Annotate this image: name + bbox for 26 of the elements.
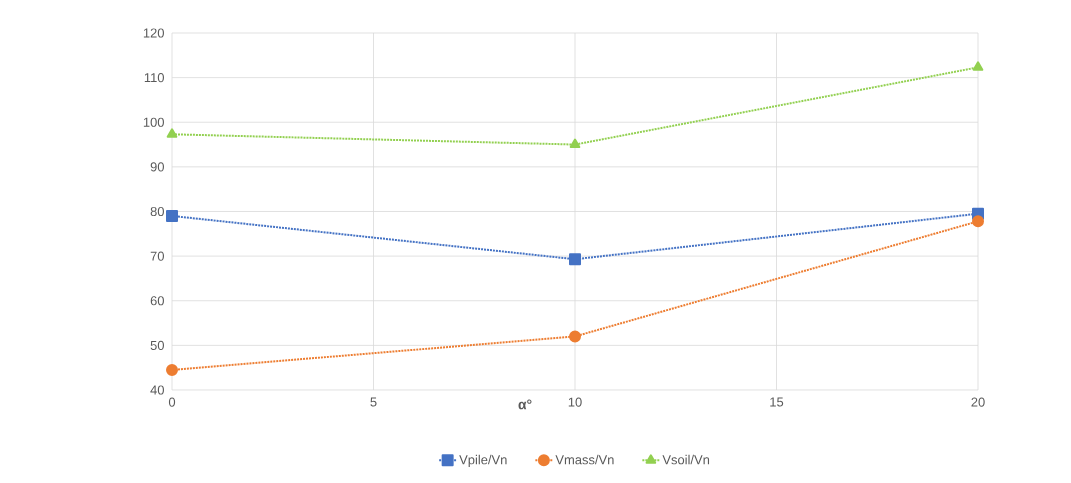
y-tick-label: 60: [150, 296, 164, 306]
y-tick-label: 70: [150, 251, 164, 261]
point: [569, 253, 582, 266]
y-tick-label: 120: [143, 28, 164, 38]
y-tick-label: 80: [150, 206, 164, 217]
point: [166, 363, 179, 376]
y-tick-label: 50: [150, 340, 164, 350]
point: [972, 215, 985, 228]
point: [569, 330, 582, 343]
point: [166, 128, 178, 138]
point: [569, 138, 581, 149]
y-tick-label: 100: [143, 117, 164, 127]
legend-label: Vmass/Vn: [555, 454, 614, 465]
x-axis-title: α°: [518, 399, 532, 410]
point: [166, 209, 179, 222]
x-tick-label: 15: [770, 397, 784, 407]
point: [972, 61, 984, 71]
y-tick-label: 90: [150, 162, 164, 172]
x-tick-label: 20: [971, 397, 985, 407]
y-tick-label: 110: [144, 73, 164, 83]
x-tick-label: 5: [370, 397, 377, 407]
legend-label: Vpile/Vn: [459, 454, 507, 467]
y-tick-label: 40: [150, 385, 164, 395]
x-tick-label: 0: [168, 397, 176, 407]
x-tick-label: 10: [568, 397, 582, 407]
legend-label: Vsoil/Vn: [662, 454, 710, 465]
